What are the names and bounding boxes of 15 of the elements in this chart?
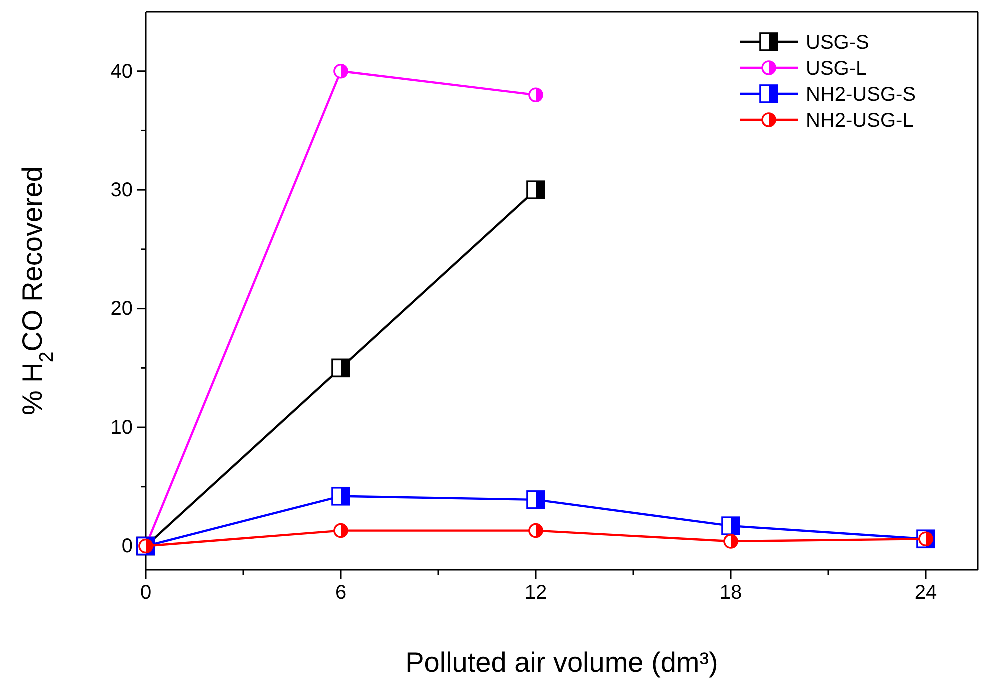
x-tick-label: 6 bbox=[335, 582, 347, 604]
x-tick-label: 0 bbox=[140, 582, 152, 604]
y-tick-label: 0 bbox=[122, 536, 133, 558]
legend-label: USG-L bbox=[806, 58, 868, 80]
y-tick-label: 40 bbox=[110, 60, 133, 83]
x-tick-label: 12 bbox=[524, 582, 548, 604]
legend-label: NH2-USG-L bbox=[806, 110, 914, 132]
y-tick-label: 20 bbox=[110, 298, 133, 320]
y-tick-label: 10 bbox=[110, 416, 133, 439]
x-axis-title: Polluted air volume (dm³) bbox=[406, 647, 718, 678]
legend-label: NH2-USG-S bbox=[806, 84, 916, 106]
x-tick-label: 18 bbox=[720, 582, 742, 604]
x-tick-label: 24 bbox=[914, 582, 938, 604]
y-tick-label: 30 bbox=[110, 179, 133, 202]
legend-label: USG-S bbox=[806, 32, 870, 54]
